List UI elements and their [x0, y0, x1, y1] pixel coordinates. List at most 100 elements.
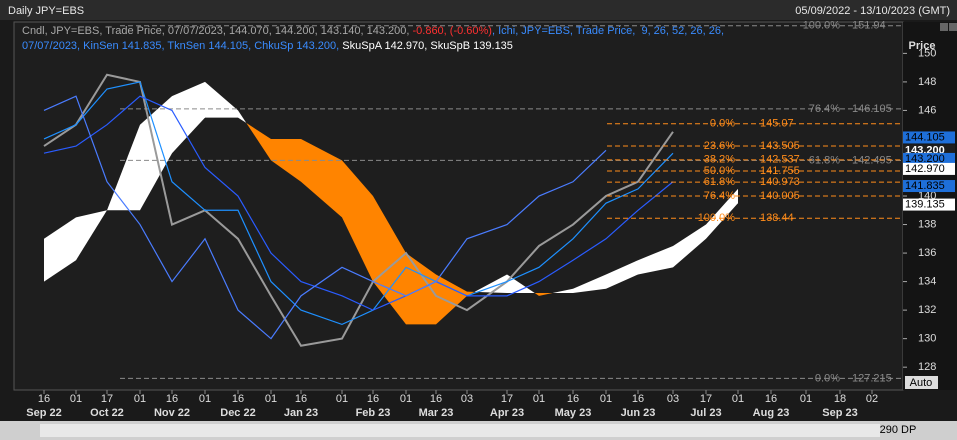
cloud — [638, 245, 673, 275]
cloud — [534, 293, 539, 296]
month-label: Jul 23 — [690, 407, 721, 419]
cloud — [552, 288, 573, 294]
price-tag — [903, 198, 955, 211]
y-tick-label: 138 — [918, 218, 936, 230]
price-tag — [903, 180, 955, 193]
x-tick-label: 16 — [232, 393, 244, 405]
cloud — [107, 124, 140, 211]
fib-level: 100.0% — [803, 20, 841, 32]
fib-value: 145.07 — [760, 118, 794, 130]
x-tick-label: 16 — [166, 393, 178, 405]
y-tick-label: 130 — [918, 333, 936, 345]
y-tick-label: 134 — [918, 276, 936, 288]
price-tag-label: 139.135 — [905, 198, 945, 210]
window-button[interactable] — [940, 23, 948, 31]
fib-level: 38.2% — [704, 154, 735, 166]
date-range: 05/09/2022 - 13/10/2023 (GMT) — [795, 5, 950, 17]
price-tag-label: 144.105 — [905, 131, 945, 143]
series-line — [43, 95, 607, 340]
x-tick-label: 01 — [70, 393, 82, 405]
y-tick-label: 128 — [918, 361, 936, 373]
cloud — [706, 188, 738, 239]
fib-level: 76.4% — [704, 190, 735, 202]
auto-label: Auto — [910, 377, 933, 389]
fib-level: 0.0% — [815, 372, 840, 384]
price-tag — [903, 162, 955, 175]
month-label: Nov 22 — [154, 407, 190, 419]
month-label: Apr 23 — [490, 407, 524, 419]
legend-line: 07/07/2023, KinSen 141.835, TknSen 144.1… — [22, 39, 724, 54]
cloud — [172, 81, 205, 154]
fib-level: 23.6% — [704, 140, 735, 152]
legend-text: -0.860, (-0.60%) — [412, 25, 492, 37]
month-label: Oct 22 — [90, 407, 124, 419]
cloud — [238, 110, 247, 123]
cloud — [436, 274, 467, 325]
legend-text: , Ichi, JPY=EBS, Trade Price, 9, 26, 52,… — [491, 25, 725, 37]
x-tick-label: 01 — [199, 393, 211, 405]
x-tick-label: 01 — [134, 393, 146, 405]
x-tick-label: 16 — [295, 393, 307, 405]
fib-value: 151.94 — [852, 20, 886, 32]
fib-value: 146.105 — [852, 103, 892, 115]
x-tick-label: 16 — [367, 393, 379, 405]
cloud — [539, 293, 553, 296]
month-label: Sep 22 — [26, 407, 61, 419]
month-label: Mar 23 — [419, 407, 454, 419]
cloud — [246, 122, 271, 161]
y-tick-label: 132 — [918, 304, 936, 316]
y-tick-label: 146 — [918, 104, 936, 116]
scroll-thumb[interactable] — [40, 424, 880, 437]
x-tick-label: 17 — [501, 393, 513, 405]
axis-label: Price — [909, 40, 936, 52]
x-tick-label: 01 — [600, 393, 612, 405]
fib-value: 142.537 — [760, 154, 800, 166]
x-tick-label: 18 — [834, 393, 846, 405]
chart-title: Daily JPY=EBS — [8, 5, 84, 17]
x-tick-label: 01 — [533, 393, 545, 405]
cloud — [44, 217, 76, 282]
cloud — [606, 260, 638, 289]
auto-button[interactable] — [905, 376, 938, 389]
fib-level: 50.0% — [704, 165, 735, 177]
price-tag — [903, 152, 955, 165]
price-tag-label: 141.835 — [905, 180, 945, 192]
fib-level: 100.0% — [698, 212, 736, 224]
x-tick-label: 17 — [700, 393, 712, 405]
legend: Cndl, JPY=EBS, Trade Price, 07/07/2023, … — [22, 24, 724, 54]
x-tick-label: 16 — [567, 393, 579, 405]
legend-text: SkuSpA 142.970, SkuSpB 139.135 — [342, 40, 513, 52]
x-tick-label: 03 — [667, 393, 679, 405]
price-tag — [903, 131, 955, 144]
x-tick-label: 01 — [400, 393, 412, 405]
month-label: Feb 23 — [356, 407, 391, 419]
series-line — [43, 95, 674, 311]
month-label: Sep 23 — [822, 407, 857, 419]
month-label: Jan 23 — [284, 407, 318, 419]
fib-value: 138.44 — [760, 212, 794, 224]
x-tick-label: 01 — [732, 393, 744, 405]
month-label: Jun 23 — [621, 407, 656, 419]
month-label: May 23 — [555, 407, 592, 419]
cloud — [271, 138, 301, 182]
series-line — [43, 73, 674, 347]
x-tick-label: 01 — [800, 393, 812, 405]
month-label: Aug 23 — [753, 407, 790, 419]
cloud — [76, 210, 107, 261]
x-tick-label: 01 — [265, 393, 277, 405]
y-tick-label: 150 — [918, 47, 936, 59]
fib-value: 140.005 — [760, 190, 800, 202]
close-button[interactable] — [949, 23, 957, 31]
fib-value: 127.215 — [852, 372, 892, 384]
month-label: Dec 22 — [220, 407, 255, 419]
title-bar — [0, 0, 957, 20]
fib-level: 61.8% — [809, 154, 840, 166]
plot-area — [13, 21, 904, 391]
cloud — [507, 274, 535, 294]
fib-level: 0.0% — [710, 118, 735, 130]
legend-text: Cndl, JPY=EBS, Trade Price, 07/07/2023, … — [22, 25, 413, 37]
cloud — [205, 81, 238, 118]
fib-value: 140.973 — [760, 176, 800, 188]
